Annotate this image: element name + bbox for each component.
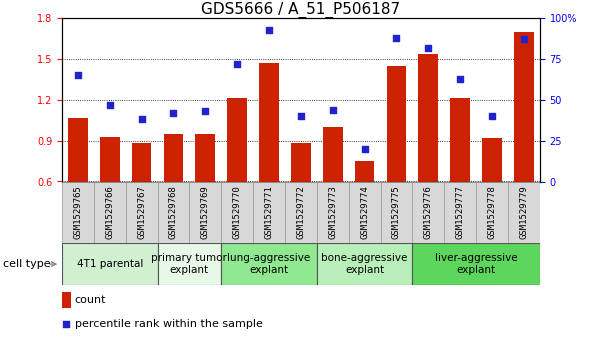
Bar	[163, 134, 183, 182]
Bar	[259, 63, 279, 182]
Title: GDS5666 / A_51_P506187: GDS5666 / A_51_P506187	[201, 2, 401, 18]
Bar	[285, 182, 317, 243]
Point	[232, 61, 242, 67]
Point	[360, 146, 369, 152]
Bar	[412, 182, 444, 243]
Point	[264, 26, 274, 32]
Bar	[444, 182, 476, 243]
Text: GSM1529769: GSM1529769	[201, 185, 210, 239]
Bar	[195, 134, 215, 182]
Bar	[94, 182, 126, 243]
Text: GSM1529775: GSM1529775	[392, 185, 401, 239]
Text: GSM1529776: GSM1529776	[424, 185, 433, 239]
Bar	[291, 143, 311, 182]
Bar	[514, 32, 534, 182]
Text: GSM1529777: GSM1529777	[455, 185, 465, 239]
Bar	[132, 143, 152, 182]
Bar	[158, 182, 189, 243]
Text: GSM1529767: GSM1529767	[137, 185, 146, 239]
Bar	[317, 243, 412, 285]
Point	[296, 113, 306, 119]
Text: primary tumor
explant: primary tumor explant	[152, 253, 227, 275]
Point	[169, 110, 178, 116]
Bar	[126, 182, 158, 243]
Bar	[68, 118, 88, 182]
Bar	[100, 136, 120, 182]
Bar	[508, 182, 540, 243]
Bar	[381, 182, 412, 243]
Text: GSM1529770: GSM1529770	[232, 185, 242, 239]
Point	[137, 117, 146, 122]
Text: GSM1529768: GSM1529768	[169, 185, 178, 239]
Point	[455, 76, 465, 81]
Bar	[158, 243, 221, 285]
Bar	[476, 182, 508, 243]
Bar	[62, 291, 71, 308]
Point	[519, 36, 529, 42]
Text: GSM1529778: GSM1529778	[487, 185, 497, 239]
Point	[105, 102, 114, 107]
Text: GSM1529772: GSM1529772	[296, 185, 306, 239]
Bar	[450, 98, 470, 182]
Bar	[482, 138, 502, 182]
Point	[392, 35, 401, 41]
Text: GSM1529766: GSM1529766	[105, 185, 114, 239]
Text: 4T1 parental: 4T1 parental	[77, 259, 143, 269]
Text: GSM1529779: GSM1529779	[519, 185, 529, 239]
Text: GSM1529774: GSM1529774	[360, 185, 369, 239]
Point	[424, 45, 433, 50]
Bar	[412, 243, 540, 285]
Text: GSM1529771: GSM1529771	[264, 185, 274, 239]
Bar	[221, 243, 317, 285]
Bar	[355, 161, 375, 182]
Text: percentile rank within the sample: percentile rank within the sample	[75, 319, 263, 329]
Text: GSM1529773: GSM1529773	[328, 185, 337, 239]
Text: cell type: cell type	[3, 259, 51, 269]
Text: liver-aggressive
explant: liver-aggressive explant	[435, 253, 517, 275]
Bar	[253, 182, 285, 243]
Text: bone-aggressive
explant: bone-aggressive explant	[322, 253, 408, 275]
Point	[201, 108, 210, 114]
Text: lung-aggressive
explant: lung-aggressive explant	[227, 253, 311, 275]
Point	[487, 113, 497, 119]
Bar	[221, 182, 253, 243]
Bar	[349, 182, 381, 243]
Bar	[323, 127, 343, 182]
Bar	[418, 54, 438, 182]
Bar	[227, 98, 247, 182]
Bar	[62, 243, 158, 285]
Point	[73, 72, 83, 78]
Bar	[386, 66, 407, 182]
Text: count: count	[75, 295, 106, 305]
Bar	[62, 182, 94, 243]
Text: GSM1529765: GSM1529765	[73, 185, 83, 239]
Point	[328, 107, 337, 113]
Point	[61, 321, 71, 327]
Bar	[189, 182, 221, 243]
Bar	[317, 182, 349, 243]
